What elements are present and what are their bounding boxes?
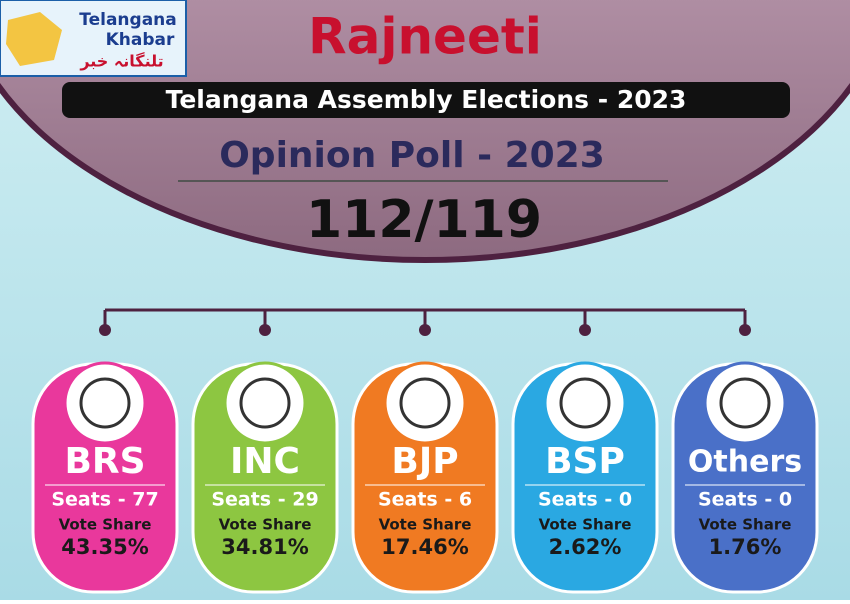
party-symbol-inner <box>239 377 291 429</box>
party-symbol <box>703 361 787 445</box>
party-seats: Seats - 0 <box>538 489 632 511</box>
party-symbol-inner <box>719 377 771 429</box>
connector-dot <box>579 324 591 336</box>
party-name: Others <box>688 445 802 480</box>
party-name: INC <box>230 441 300 482</box>
banner: Telangana Assembly Elections - 2023 <box>166 85 687 114</box>
party-seats: Seats - 0 <box>698 489 792 511</box>
banner-box <box>62 82 790 118</box>
vote-share-label: Vote Share <box>699 516 792 534</box>
party-symbol <box>383 361 467 445</box>
vote-share: 1.76% <box>709 535 782 559</box>
vote-share-label: Vote Share <box>379 516 472 534</box>
vote-share: 34.81% <box>221 535 308 559</box>
party-symbol-inner <box>559 377 611 429</box>
party-name: BRS <box>64 441 145 482</box>
vote-share: 17.46% <box>381 535 468 559</box>
vote-share-label: Vote Share <box>219 516 312 534</box>
vote-share: 43.35% <box>61 535 148 559</box>
logo-map <box>6 12 62 66</box>
party-name: BJP <box>391 441 458 482</box>
party-symbol-inner <box>399 377 451 429</box>
connector-dot <box>259 324 271 336</box>
connector-dot <box>739 324 751 336</box>
party-seats: Seats - 6 <box>378 489 472 511</box>
party-name: BSP <box>545 441 625 482</box>
logo-line1: Telangana <box>79 10 176 30</box>
vote-share-label: Vote Share <box>59 516 152 534</box>
party-symbol <box>63 361 147 445</box>
vote-share: 2.62% <box>549 535 622 559</box>
connector-dot <box>99 324 111 336</box>
logo-urdu: تلنگانہ خبر <box>79 52 163 71</box>
party-symbol <box>543 361 627 445</box>
title: Rajneeti <box>308 8 542 66</box>
party-seats: Seats - 29 <box>211 489 318 511</box>
total-seats: 112/119 <box>306 190 542 250</box>
party-symbol <box>223 361 307 445</box>
header-arc <box>0 0 850 263</box>
party-symbol-inner <box>79 377 131 429</box>
party-seats: Seats - 77 <box>51 489 158 511</box>
subtitle: Opinion Poll - 2023 <box>219 135 605 176</box>
logo-line2: Khabar <box>106 30 175 50</box>
connector-dot <box>419 324 431 336</box>
vote-share-label: Vote Share <box>539 516 632 534</box>
